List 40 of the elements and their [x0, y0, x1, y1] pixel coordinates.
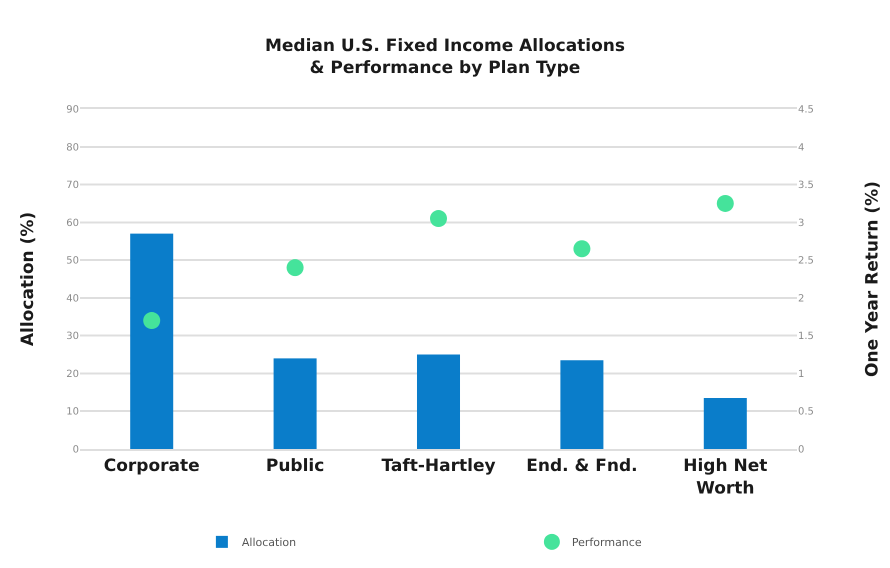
x-tick-label: High Net Worth: [683, 456, 768, 498]
y2-tick-label: 1.5: [798, 331, 814, 342]
y-tick-label: 30: [66, 331, 79, 342]
bar: [560, 360, 604, 449]
y-tick-label: 0: [72, 444, 79, 456]
y2-tick-label: 1: [798, 368, 804, 380]
bar: [704, 398, 747, 449]
y-tick-label: 20: [66, 368, 79, 380]
x-tick-label: Taft-Hartley: [381, 456, 496, 476]
y-tick-label: 50: [66, 256, 79, 267]
y2-tick-label: 0: [798, 444, 804, 456]
y-tick-label: 90: [66, 104, 79, 116]
x-tick-label: Public: [266, 456, 324, 476]
chart-title: Median U.S. Fixed Income Allocations & Performance by Plan Type: [264, 36, 626, 78]
y2-tick-label: 0.5: [798, 406, 814, 418]
y2-tick-label: 2: [798, 293, 804, 304]
y-tick-label: 40: [66, 293, 79, 304]
x-tick-label: Corporate: [104, 456, 200, 476]
point: [716, 194, 734, 212]
y-axis-title: Allocation (%): [18, 212, 38, 346]
y-tick-label: 10: [66, 406, 79, 418]
point: [430, 210, 447, 228]
point: [286, 259, 304, 276]
legend-label: Performance: [572, 536, 642, 550]
y2-tick-label: 2.5: [798, 256, 814, 267]
bar: [274, 358, 317, 449]
x-tick-label: End. & Fnd.: [526, 456, 638, 476]
y2-tick-label: 4: [798, 142, 804, 154]
y2-tick-label: 3.5: [798, 180, 814, 192]
y-tick-label: 70: [66, 180, 79, 192]
legend-label: Allocation: [242, 536, 296, 550]
bar: [416, 354, 460, 449]
point: [143, 312, 160, 330]
y-tick-label: 60: [66, 218, 79, 229]
point: [573, 240, 590, 258]
y2-tick-label: 4.5: [798, 104, 814, 116]
y-tick-label: 80: [66, 142, 79, 154]
y2-tick-label: 3: [798, 218, 804, 229]
bar: [130, 234, 174, 449]
y2-axis-title: One Year Return (%): [862, 181, 882, 377]
